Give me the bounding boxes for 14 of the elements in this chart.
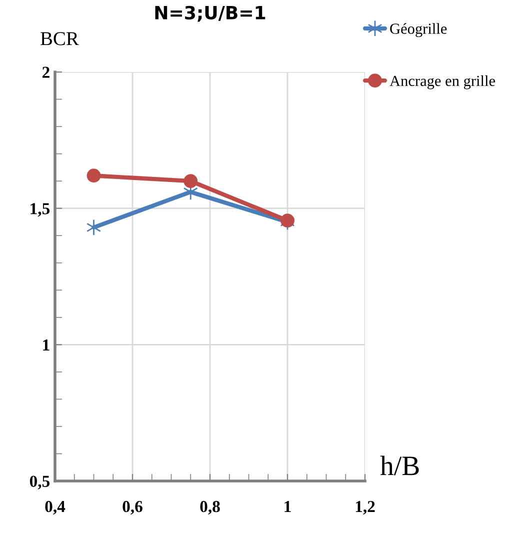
x-tick-label: 0,8 [200,500,220,515]
y-tick-label: 0,5 [30,476,50,490]
legend-label: Ancrage en grille [390,75,496,90]
x-tick-label: 0,4 [45,500,66,515]
chart-title: N=3;U/B=1 [155,6,266,22]
x-axis-title: h/B [380,456,419,476]
y-tick-label: 2 [42,66,50,78]
x-tick-label: 1,2 [356,500,375,515]
legend-label: Géogrille [390,23,447,38]
x-tick-label: 1 [284,501,291,512]
y-tick-label: 1 [43,339,50,350]
y-tick-label: 1,5 [30,203,50,217]
x-tick-label: 0,6 [122,500,142,515]
y-axis-title: BCR [40,32,79,46]
